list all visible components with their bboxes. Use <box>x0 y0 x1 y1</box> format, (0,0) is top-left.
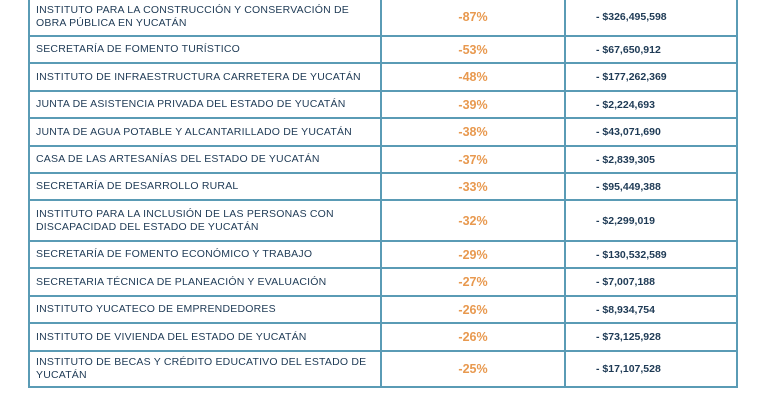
entity-name-cell: SECRETARÍA DE FOMENTO TURÍSTICO <box>28 35 382 64</box>
amount-change-cell: - $43,071,690 <box>564 117 738 147</box>
amount-change-cell: - $2,224,693 <box>564 90 738 119</box>
entity-name-cell: JUNTA DE AGUA POTABLE Y ALCANTARILLADO D… <box>28 117 382 147</box>
percent-change-cell: -39% <box>380 90 566 119</box>
amount-change-cell: - $8,934,754 <box>564 295 738 324</box>
table-body: INSTITUTO PARA LA CONSTRUCCIÓN Y CONSERV… <box>28 0 738 388</box>
budget-cuts-table: INSTITUTO PARA LA CONSTRUCCIÓN Y CONSERV… <box>28 0 738 388</box>
table-row: SECRETARÍA DE FOMENTO TURÍSTICO -53% - $67… <box>28 35 738 64</box>
percent-change-cell: -48% <box>380 62 566 92</box>
amount-change-cell: - $95,449,388 <box>564 172 738 201</box>
table-row: SECRETARÍA DE FOMENTO ECONÓMICO Y TRABAJ… <box>28 240 738 269</box>
amount-change-cell: - $2,839,305 <box>564 145 738 174</box>
amount-change-cell: - $130,532,589 <box>564 240 738 269</box>
entity-name-cell: INSTITUTO YUCATECO DE EMPRENDEDORES <box>28 295 382 324</box>
amount-change-cell: - $177,262,369 <box>564 62 738 92</box>
table-row: JUNTA DE AGUA POTABLE Y ALCANTARILLADO D… <box>28 117 738 147</box>
table-row: INSTITUTO PARA LA CONSTRUCCIÓN Y CONSERV… <box>28 0 738 37</box>
table-row: JUNTA DE ASISTENCIA PRIVADA DEL ESTADO D… <box>28 90 738 119</box>
entity-name-cell: JUNTA DE ASISTENCIA PRIVADA DEL ESTADO D… <box>28 90 382 119</box>
entity-name-cell: CASA DE LAS ARTESANÍAS DEL ESTADO DE YUC… <box>28 145 382 174</box>
entity-name-cell: SECRETARÍA DE FOMENTO ECONÓMICO Y TRABAJ… <box>28 240 382 269</box>
table-row: INSTITUTO PARA LA INCLUSIÓN DE LAS PERSO… <box>28 199 738 242</box>
entity-name-cell: INSTITUTO PARA LA CONSTRUCCIÓN Y CONSERV… <box>28 0 382 37</box>
amount-change-cell: - $2,299,019 <box>564 199 738 242</box>
amount-change-cell: - $67,650,912 <box>564 35 738 64</box>
amount-change-cell: - $326,495,598 <box>564 0 738 37</box>
percent-change-cell: -27% <box>380 267 566 297</box>
percent-change-cell: -32% <box>380 199 566 242</box>
percent-change-cell: -25% <box>380 350 566 388</box>
table-row: INSTITUTO DE VIVIENDA DEL ESTADO DE YUCA… <box>28 322 738 352</box>
percent-change-cell: -26% <box>380 295 566 324</box>
amount-change-cell: - $7,007,188 <box>564 267 738 297</box>
table-row: INSTITUTO DE INFRAESTRUCTURA CARRETERA D… <box>28 62 738 92</box>
table-row: SECRETARIA TÉCNICA DE PLANEACIÓN Y EVALU… <box>28 267 738 297</box>
percent-change-cell: -37% <box>380 145 566 174</box>
entity-name-cell: INSTITUTO DE INFRAESTRUCTURA CARRETERA D… <box>28 62 382 92</box>
percent-change-cell: -26% <box>380 322 566 352</box>
entity-name-cell: SECRETARÍA DE DESARROLLO RURAL <box>28 172 382 201</box>
table-row: INSTITUTO YUCATECO DE EMPRENDEDORES -26% -… <box>28 295 738 324</box>
table-row: CASA DE LAS ARTESANÍAS DEL ESTADO DE YUC… <box>28 145 738 174</box>
entity-name-cell: INSTITUTO DE BECAS Y CRÉDITO EDUCATIVO D… <box>28 350 382 388</box>
entity-name-cell: INSTITUTO DE VIVIENDA DEL ESTADO DE YUCA… <box>28 322 382 352</box>
percent-change-cell: -38% <box>380 117 566 147</box>
entity-name-cell: INSTITUTO PARA LA INCLUSIÓN DE LAS PERSO… <box>28 199 382 242</box>
percent-change-cell: -29% <box>380 240 566 269</box>
table-row: INSTITUTO DE BECAS Y CRÉDITO EDUCATIVO D… <box>28 350 738 388</box>
percent-change-cell: -53% <box>380 35 566 64</box>
percent-change-cell: -87% <box>380 0 566 37</box>
amount-change-cell: - $17,107,528 <box>564 350 738 388</box>
table-row: SECRETARÍA DE DESARROLLO RURAL -33% - $95,… <box>28 172 738 201</box>
percent-change-cell: -33% <box>380 172 566 201</box>
amount-change-cell: - $73,125,928 <box>564 322 738 352</box>
entity-name-cell: SECRETARIA TÉCNICA DE PLANEACIÓN Y EVALU… <box>28 267 382 297</box>
